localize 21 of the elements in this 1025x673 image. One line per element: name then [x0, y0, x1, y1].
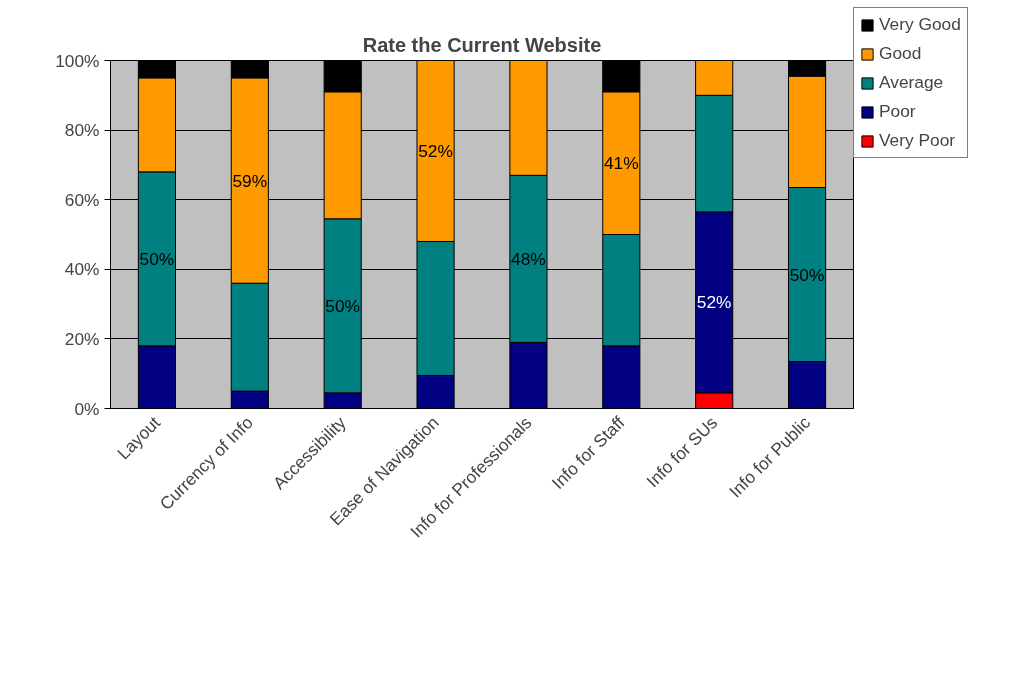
data-label: 41% — [603, 153, 639, 174]
chart-title: Rate the Current Website — [362, 33, 602, 56]
legend-label: Poor — [879, 101, 916, 122]
x-tick-label: Info for SUs — [642, 412, 722, 492]
data-label: 50% — [325, 295, 361, 316]
data-label: 50% — [789, 264, 825, 285]
data-label: 48% — [511, 248, 546, 269]
data-label: 59% — [232, 170, 268, 191]
y-tick-label: 60% — [64, 189, 100, 210]
legend-label: Good — [879, 43, 922, 64]
y-tick-label: 40% — [64, 259, 100, 280]
y-tick-label: 80% — [64, 120, 100, 141]
legend-label: Very Poor — [879, 130, 956, 151]
y-tick-label: 0% — [74, 398, 100, 419]
legend-label: Average — [879, 72, 944, 93]
data-label: 52% — [696, 292, 732, 313]
y-tick-label: 100% — [55, 50, 100, 71]
legend-label: Very Good — [879, 14, 961, 35]
data-label: 50% — [139, 248, 175, 269]
y-tick-label: 20% — [64, 328, 100, 349]
data-label: 52% — [418, 140, 453, 161]
